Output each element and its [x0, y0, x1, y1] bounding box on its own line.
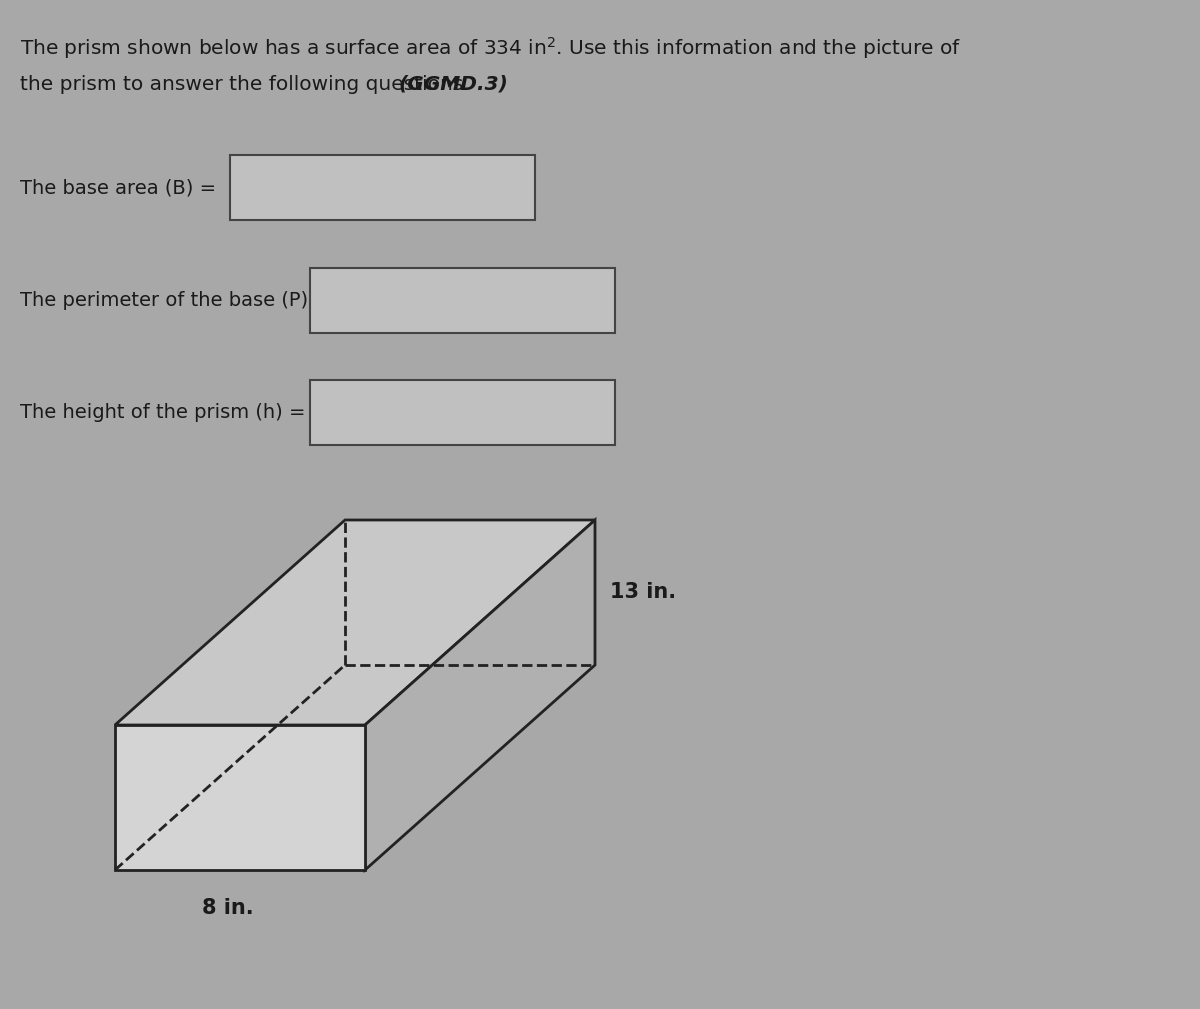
Polygon shape: [115, 520, 595, 725]
Bar: [310, 268, 616, 333]
Text: 8 in.: 8 in.: [203, 898, 254, 918]
Text: The base area (B) =: The base area (B) =: [20, 179, 216, 198]
Bar: [230, 155, 535, 220]
Text: The perimeter of the base (P) =: The perimeter of the base (P) =: [20, 291, 331, 310]
Text: (GGMD.3): (GGMD.3): [398, 75, 508, 94]
Text: The prism shown below has a surface area of 334 $\mathregular{in^2}$. Use this i: The prism shown below has a surface area…: [20, 35, 961, 61]
Bar: [310, 380, 616, 445]
Polygon shape: [115, 725, 365, 870]
Text: 13 in.: 13 in.: [610, 582, 676, 602]
Text: The height of the prism (h) =: The height of the prism (h) =: [20, 404, 306, 423]
Text: the prism to answer the following questions.: the prism to answer the following questi…: [20, 75, 476, 94]
Polygon shape: [365, 520, 595, 870]
